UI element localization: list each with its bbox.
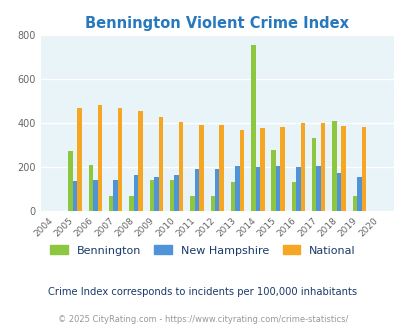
Bar — [296, 167, 300, 211]
Bar — [158, 116, 162, 211]
Bar — [271, 150, 275, 211]
Bar — [230, 182, 234, 211]
Bar — [134, 175, 138, 211]
Bar — [215, 169, 219, 211]
Bar — [129, 196, 134, 211]
Bar — [93, 180, 98, 211]
Bar — [291, 182, 295, 211]
Bar — [361, 127, 365, 211]
Bar — [174, 175, 178, 211]
Bar — [311, 138, 316, 211]
Bar — [356, 177, 361, 211]
Bar — [77, 108, 81, 211]
Bar — [149, 180, 154, 211]
Bar — [210, 196, 215, 211]
Text: Crime Index corresponds to incidents per 100,000 inhabitants: Crime Index corresponds to incidents per… — [48, 287, 357, 297]
Bar — [239, 130, 244, 211]
Bar — [316, 166, 320, 211]
Bar — [259, 128, 264, 211]
Bar — [154, 177, 158, 211]
Bar — [320, 123, 325, 211]
Bar — [73, 182, 77, 211]
Bar — [98, 106, 102, 211]
Bar — [88, 165, 93, 211]
Bar — [178, 122, 183, 211]
Bar — [255, 167, 260, 211]
Title: Bennington Violent Crime Index: Bennington Violent Crime Index — [85, 16, 348, 31]
Legend: Bennington, New Hampshire, National: Bennington, New Hampshire, National — [45, 241, 360, 260]
Bar — [194, 169, 199, 211]
Bar — [336, 173, 341, 211]
Bar — [352, 196, 356, 211]
Bar — [138, 111, 142, 211]
Bar — [250, 45, 255, 211]
Bar — [199, 125, 203, 211]
Bar — [340, 126, 345, 211]
Bar — [190, 196, 194, 211]
Bar — [118, 108, 122, 211]
Bar — [109, 196, 113, 211]
Bar — [300, 123, 305, 211]
Bar — [235, 166, 239, 211]
Bar — [275, 166, 279, 211]
Bar — [113, 180, 118, 211]
Bar — [170, 180, 174, 211]
Text: © 2025 CityRating.com - https://www.cityrating.com/crime-statistics/: © 2025 CityRating.com - https://www.city… — [58, 315, 347, 324]
Bar — [279, 127, 284, 211]
Bar — [68, 150, 73, 211]
Bar — [331, 121, 336, 211]
Bar — [219, 125, 224, 211]
